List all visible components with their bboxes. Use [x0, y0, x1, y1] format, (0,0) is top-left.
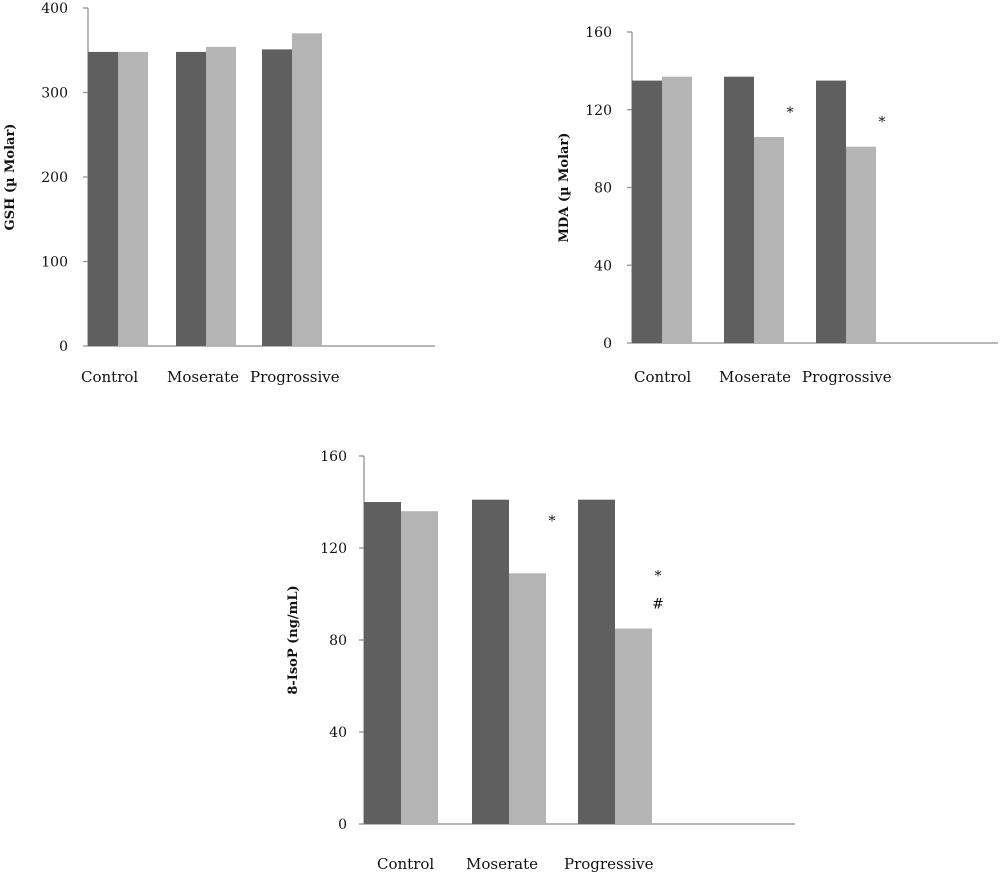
x-category-label: Progrossive: [250, 368, 340, 386]
bar: [176, 51, 206, 346]
asterisk-significance-mark: *: [787, 105, 794, 121]
x-category-label: Progrossive: [802, 368, 892, 386]
x-category-label: Control: [377, 855, 434, 873]
gsh-chart: 0 100 200 300 400 GSH (µ Molar) Control Moserat…: [3, 1, 435, 386]
bar: [754, 136, 784, 343]
bar: [578, 499, 615, 824]
bar: [292, 33, 322, 346]
bar: [846, 146, 876, 343]
y-tick-label: 160: [585, 25, 612, 41]
x-category-label: Control: [81, 368, 138, 386]
y-tick-label: 100: [41, 255, 68, 271]
y-tick-label: 0: [603, 336, 612, 352]
bar: [364, 502, 401, 824]
x-category-label: Moserate: [719, 368, 791, 386]
y-tick-label: 200: [41, 170, 68, 186]
x-category-label: Moserate: [466, 855, 538, 873]
y-tick-label: 80: [594, 181, 612, 197]
y-tick-label: 40: [329, 725, 347, 741]
y-axis-label: MDA (µ Molar): [557, 133, 572, 243]
y-tick-label: 80: [329, 633, 347, 649]
asterisk-significance-mark: *: [879, 115, 886, 131]
x-category-label: Control: [634, 368, 691, 386]
bar: [724, 76, 754, 344]
bar: [509, 573, 546, 824]
y-tick-label: 400: [41, 1, 68, 17]
bar: [615, 628, 652, 824]
bar: [632, 80, 662, 343]
y-axis-label: 8-IsoP (ng/mL): [286, 585, 301, 694]
bar: [401, 511, 438, 824]
y-tick-label: 0: [338, 817, 347, 833]
y-axis-label: GSH (µ Molar): [3, 124, 18, 231]
bar: [118, 51, 148, 346]
y-tick-label: 40: [594, 258, 612, 274]
y-tick-label: 0: [59, 339, 68, 355]
x-category-label: Moserate: [167, 368, 239, 386]
asterisk-significance-mark: *: [549, 513, 556, 529]
y-tick-label: 120: [320, 541, 347, 557]
bar: [88, 51, 118, 346]
bar: [206, 46, 236, 347]
bar: [816, 80, 846, 343]
y-tick-label: 160: [320, 449, 347, 465]
y-tick-label: 300: [41, 86, 68, 102]
bar: [472, 499, 509, 824]
mda-chart: 0 40 80 120 160 MDA (µ Molar) Control Moserate P…: [557, 25, 998, 386]
asterisk-significance-mark: *: [655, 569, 662, 585]
isop-chart: 0 40 80 120 160 8-IsoP (ng/mL) Control Moserate…: [286, 449, 795, 873]
bar: [662, 76, 692, 344]
y-tick-label: 120: [585, 103, 612, 119]
hash-significance-mark: #: [652, 597, 664, 613]
bar: [262, 49, 292, 346]
x-category-label: Progressive: [564, 855, 654, 873]
